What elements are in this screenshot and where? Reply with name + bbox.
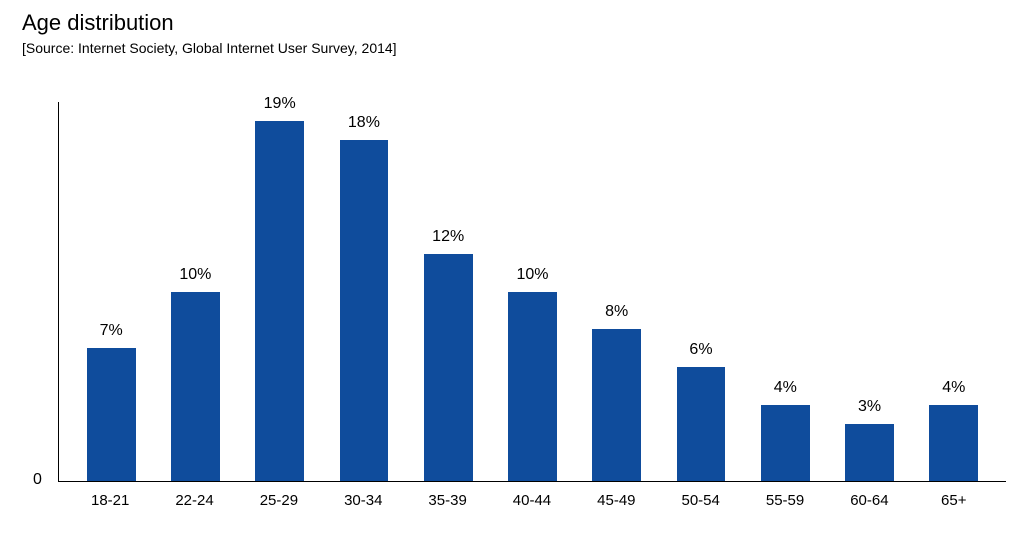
bar: 7%	[87, 348, 136, 481]
chart-area: 0 7%10%19%18%12%10%8%6%4%3%4% 18-2122-24…	[58, 90, 1006, 510]
bar-slot: 12%	[406, 102, 490, 481]
bar-slot: 19%	[238, 102, 322, 481]
bar-value-label: 6%	[689, 341, 712, 359]
x-axis-label: 50-54	[659, 486, 743, 509]
bar-value-label: 18%	[348, 114, 380, 132]
x-axis-label: 35-39	[405, 486, 489, 509]
bar-value-label: 12%	[432, 228, 464, 246]
bar-value-label: 19%	[264, 95, 296, 113]
bar: 3%	[845, 424, 894, 481]
bar-value-label: 4%	[942, 379, 965, 397]
x-axis-label: 22-24	[152, 486, 236, 509]
bar-value-label: 7%	[100, 322, 123, 340]
bar-slot: 6%	[659, 102, 743, 481]
bar: 4%	[761, 405, 810, 481]
bar: 18%	[340, 140, 389, 481]
bar: 6%	[677, 367, 726, 481]
bar-slot: 4%	[912, 102, 996, 481]
chart-title: Age distribution	[0, 0, 1024, 40]
chart-subtitle: [Source: Internet Society, Global Intern…	[0, 40, 1024, 56]
bar-value-label: 8%	[605, 303, 628, 321]
x-axis-label: 55-59	[743, 486, 827, 509]
bar-value-label: 3%	[858, 398, 881, 416]
plot-region: 0 7%10%19%18%12%10%8%6%4%3%4%	[58, 102, 1006, 482]
bar: 10%	[508, 292, 557, 482]
x-axis-label: 25-29	[237, 486, 321, 509]
bar-slot: 18%	[322, 102, 406, 481]
x-axis-label: 60-64	[827, 486, 911, 509]
x-axis-label: 30-34	[321, 486, 405, 509]
x-axis-label: 45-49	[574, 486, 658, 509]
bar: 8%	[592, 329, 641, 481]
bar-slot: 10%	[490, 102, 574, 481]
bar: 19%	[255, 121, 304, 481]
y-axis-zero-label: 0	[33, 471, 42, 489]
x-axis-label: 65+	[912, 486, 996, 509]
x-axis-labels: 18-2122-2425-2930-3435-3940-4445-4950-54…	[58, 486, 1006, 509]
x-axis-label: 40-44	[490, 486, 574, 509]
bar: 12%	[424, 254, 473, 481]
x-axis-label: 18-21	[68, 486, 152, 509]
bar-value-label: 10%	[179, 266, 211, 284]
bar-value-label: 10%	[516, 266, 548, 284]
bar-slot: 4%	[743, 102, 827, 481]
bar-slot: 7%	[69, 102, 153, 481]
bar: 10%	[171, 292, 220, 482]
bars-container: 7% 10% 19% 18% 12% 10% 8% 6% 4% 3% 4%	[59, 102, 1006, 481]
bar: 4%	[929, 405, 978, 481]
bar-slot: 3%	[827, 102, 911, 481]
bar-slot: 10%	[153, 102, 237, 481]
bar-value-label: 4%	[774, 379, 797, 397]
bar-slot: 8%	[575, 102, 659, 481]
